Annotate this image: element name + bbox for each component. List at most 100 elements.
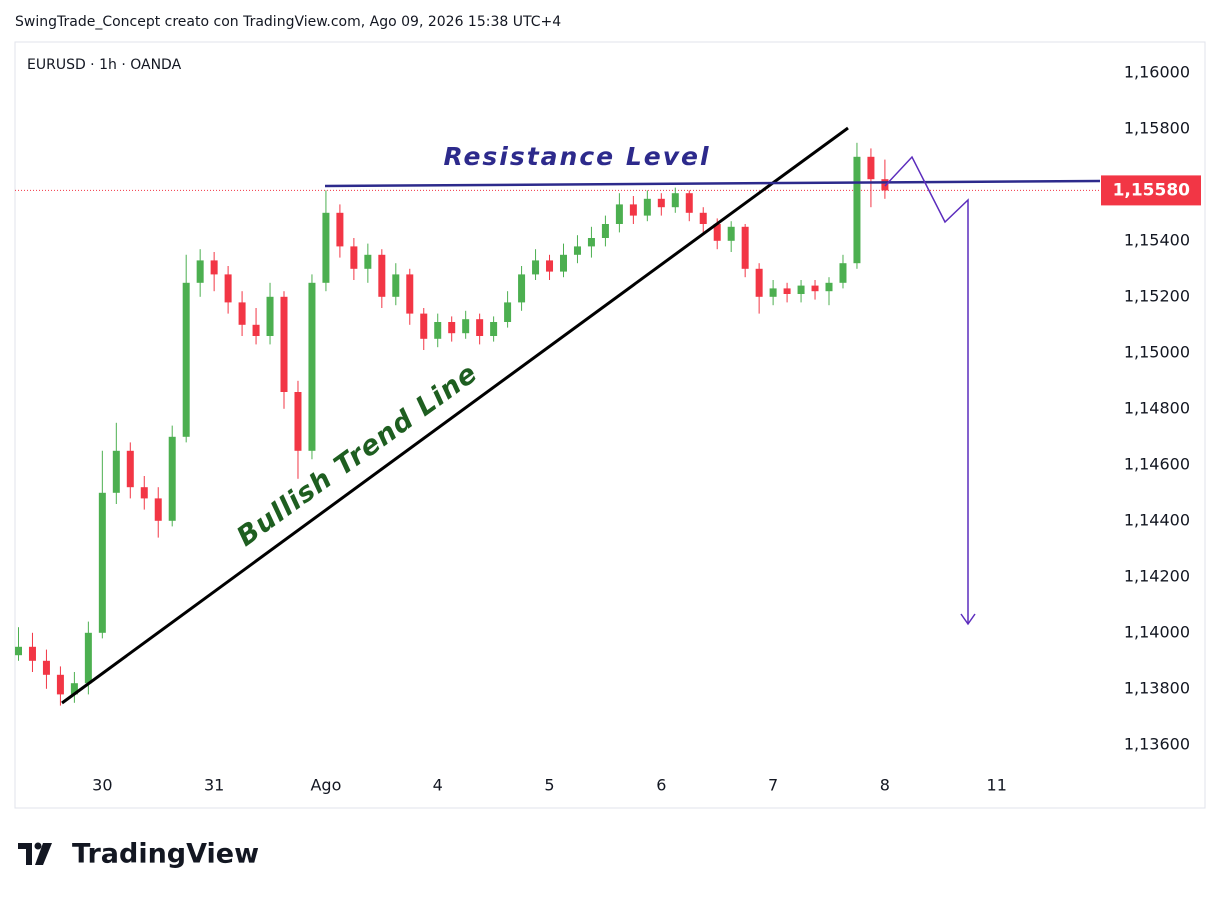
resistance-line [324,179,1101,188]
projection-arrow [960,613,976,626]
candle-body [266,296,274,336]
candle-body [825,282,833,292]
y-tick-label: 1,15200 [1124,286,1190,305]
trend-line [61,126,849,705]
candle-body [364,254,372,269]
candle-body [769,288,777,297]
candle-body [448,322,456,334]
candle-body [140,487,148,499]
y-tick-label: 1,15000 [1124,342,1190,361]
candle-body [853,156,861,264]
candle-body [559,254,567,272]
candle-body [434,322,442,339]
candle-body [685,193,693,213]
candle-body [168,436,176,521]
x-tick-label: 4 [433,776,443,795]
candle-body [224,274,232,303]
plot: 1,160001,158001,156001,154001,152001,150… [14,62,1190,795]
candle-body [811,285,819,292]
candle-body [518,274,526,303]
candle-body [797,285,805,294]
candle-body [741,226,749,269]
candle-body [378,254,386,297]
header: SwingTrade_Concept creato con TradingVie… [15,14,561,30]
candle-body [322,212,330,283]
candle-body [615,204,623,224]
candle-body [867,156,875,180]
y-tick-label: 1,15800 [1124,118,1190,137]
y-tick-label: 1,14800 [1124,398,1190,417]
x-tick-label: 31 [204,776,224,795]
candle-body [504,302,512,322]
projection-path [884,155,969,624]
candle-body [587,238,595,247]
chart-frame [14,41,1206,809]
candle-body [294,392,302,451]
candle-body [308,282,316,451]
candle-body [532,260,540,275]
candle-body [462,319,470,334]
candle-body [14,646,22,656]
y-tick-label: 1,13800 [1124,678,1190,697]
candle-body [84,632,92,684]
candle-body [238,302,246,325]
candle-body [546,260,554,272]
symbol-title: EURUSD · 1h · OANDA [27,57,182,73]
candle-body [783,288,791,294]
candle-body [727,226,735,241]
candle-body [476,319,484,336]
x-tick-label: 11 [987,776,1007,795]
y-tick-label: 1,16000 [1124,62,1190,81]
candle-body [154,498,162,521]
candle-body [70,683,78,695]
candle-body [196,260,204,283]
candle-body [252,324,260,336]
last-price-tag [1101,175,1201,206]
candle-body [406,274,414,314]
x-tick-label: 30 [92,776,112,795]
x-tick-label: 8 [880,776,890,795]
x-tick-label: 6 [656,776,666,795]
y-tick-label: 1,14000 [1124,622,1190,641]
brand-logo: TradingView [18,839,259,870]
y-tick-label: 1,13600 [1124,734,1190,753]
y-tick-label: 1,14600 [1124,454,1190,473]
candle-body [280,296,288,392]
candle-body [28,646,36,661]
candle-body [643,198,651,216]
candle-body [210,260,218,275]
candle-body [699,212,707,224]
resistance-label: Resistance Level [443,142,710,171]
candle-body [42,660,50,675]
candle-body [420,313,428,339]
candle-body [56,674,64,695]
candle-body [350,246,358,269]
candle-body [755,268,763,297]
candle-body [126,450,134,488]
last-price-label: 1,15580 [1113,180,1191,200]
candle-body [98,492,106,633]
candle-body [657,198,665,208]
candle-body [392,274,400,297]
candle-body [629,204,637,216]
candle-body [839,263,847,283]
candle-body [490,322,498,336]
y-tick-label: 1,15400 [1124,230,1190,249]
candle-body [112,450,120,493]
y-tick-label: 1,14200 [1124,566,1190,585]
brand-name: TradingView [72,839,259,870]
candle-body [881,179,889,191]
candle-body [671,193,679,208]
x-tick-label: 7 [768,776,778,795]
candle-body [573,246,581,255]
x-tick-label: Ago [310,776,341,795]
x-tick-label: 5 [544,776,554,795]
y-tick-label: 1,14400 [1124,510,1190,529]
candle-body [336,212,344,247]
candle-body [182,282,190,437]
candle-body [601,224,609,238]
candle-body [713,224,721,241]
